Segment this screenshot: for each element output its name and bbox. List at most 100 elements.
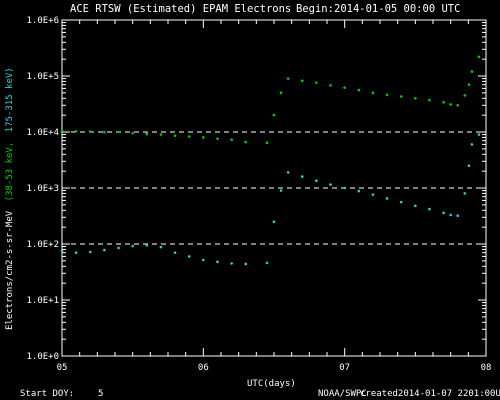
x-tick-label-3: 08 [481,363,492,373]
data-point-s0-22 [357,88,361,92]
data-point-s0-11 [216,137,219,140]
data-point-s0-27 [428,98,431,102]
data-point-s0-21 [343,86,346,89]
y-axis-label: Electrons/cm2-s-sr-MeV [5,210,15,330]
data-point-s1-13 [244,262,248,266]
y-axis-label-low: (38-53 keV, [5,142,15,202]
data-point-s1-22 [357,189,361,193]
data-point-s0-8 [173,134,177,137]
data-point-s1-28 [442,211,445,215]
data-point-s0-16 [279,91,283,95]
data-point-s1-5 [131,244,134,248]
y-tick-label-6: 1.0E+6 [26,16,59,26]
data-point-s0-20 [329,84,332,87]
data-point-s0-23 [371,91,375,95]
data-point-s0-30 [456,103,460,107]
x-axis-label: UTC(days) [247,379,296,389]
data-point-s1-9 [187,255,191,258]
y-axis: 1.0E+0 1.0E+1 1.0E+2 1.0E+3 1.0E+4 1.0E+5 1.0E… [26,16,486,362]
footer-doy: 5 [98,389,103,399]
data-point-s0-3 [103,130,106,134]
footer-created: created2014-01-07 2201:00UTC [360,389,500,399]
series-layer [60,55,481,266]
data-point-s0-33 [470,70,474,73]
data-point-s0-1 [74,129,78,133]
data-point-s1-27 [428,207,431,211]
data-point-s1-31 [463,192,467,195]
data-point-s0-18 [300,79,304,83]
y-axis-label-high: 175-315 keV) [5,67,15,132]
footer-source: NOAA/SWPC [318,389,367,399]
data-point-s1-8 [173,251,177,254]
data-point-s1-15 [272,220,276,224]
data-point-s0-0 [60,129,64,133]
x-tick-label-1: 06 [198,363,209,373]
footer-plot-label: Start DOY: [20,389,74,399]
data-point-s0-29 [449,103,452,106]
data-point-s1-32 [467,164,471,168]
data-point-s1-1 [74,251,78,254]
data-point-s1-26 [414,204,417,208]
data-point-s0-32 [467,83,471,86]
chart-title: ACE RTSW (Estimated) EPAM Electrons [70,3,291,15]
data-point-s1-29 [449,213,452,217]
svg-text:Electrons/cm2-s-sr-MeV (: Electrons/cm2-s-sr-MeV (38-53 keV, 175-3… [5,67,15,330]
reference-lines [62,131,486,245]
begin-label: Begin: [296,3,334,15]
data-point-s0-13 [244,140,248,144]
x-tick-label-0: 05 [57,363,68,373]
data-point-s0-28 [442,100,445,104]
data-point-s0-6 [145,132,149,136]
data-point-s0-15 [272,113,276,117]
data-point-s1-17 [286,171,290,174]
y-tick-label-3: 1.0E+3 [26,184,59,194]
data-point-s0-5 [131,131,134,135]
data-point-s0-19 [315,81,318,84]
data-point-s0-10 [202,136,205,139]
data-point-s1-18 [300,175,304,178]
data-point-s1-20 [329,183,332,186]
data-point-s1-19 [315,179,318,183]
data-point-s1-24 [385,197,389,200]
data-point-s1-25 [399,200,403,204]
y-axis-title-group: Electrons/cm2-s-sr-MeV (38-53 keV, 175-3… [5,67,15,330]
data-point-s0-31 [463,94,467,97]
data-point-s0-2 [88,130,92,133]
data-point-s1-0 [60,249,64,253]
data-point-s1-12 [230,262,233,265]
data-point-s0-7 [159,133,163,136]
data-point-s1-23 [371,193,375,196]
data-point-s1-7 [159,245,163,249]
data-point-s1-4 [117,246,120,250]
x-tick-label-2: 07 [339,363,350,373]
begin-value: 2014-01-05 00:00 UTC [334,3,460,15]
y-tick-label-1: 1.0E+1 [26,296,59,306]
data-point-s0-34 [477,55,481,59]
data-point-s1-11 [216,260,219,264]
data-point-s0-12 [230,138,233,141]
y-tick-label-2: 1.0E+2 [26,240,59,250]
data-point-s0-17 [286,77,290,80]
y-tick-label-4: 1.0E+4 [26,128,59,138]
x-axis: 05 06 07 08 [57,20,492,373]
data-point-s1-21 [343,186,346,190]
data-point-s1-34 [477,133,481,136]
data-point-s0-4 [117,130,120,134]
y-tick-label-5: 1.0E+5 [26,72,59,82]
y-tick-label-0: 1.0E+0 [26,352,59,362]
data-point-s0-14 [265,141,269,145]
data-point-s0-26 [414,96,417,100]
data-point-s1-16 [279,189,283,192]
data-point-s1-30 [456,214,460,218]
data-point-s1-2 [88,250,92,254]
data-point-s0-9 [187,135,191,138]
data-point-s1-3 [103,248,106,252]
data-point-s1-33 [470,143,474,146]
data-point-s1-10 [202,258,205,262]
data-point-s0-25 [399,95,403,98]
data-point-s0-24 [385,93,389,97]
data-point-s1-14 [265,261,269,265]
data-point-s1-6 [145,243,149,247]
